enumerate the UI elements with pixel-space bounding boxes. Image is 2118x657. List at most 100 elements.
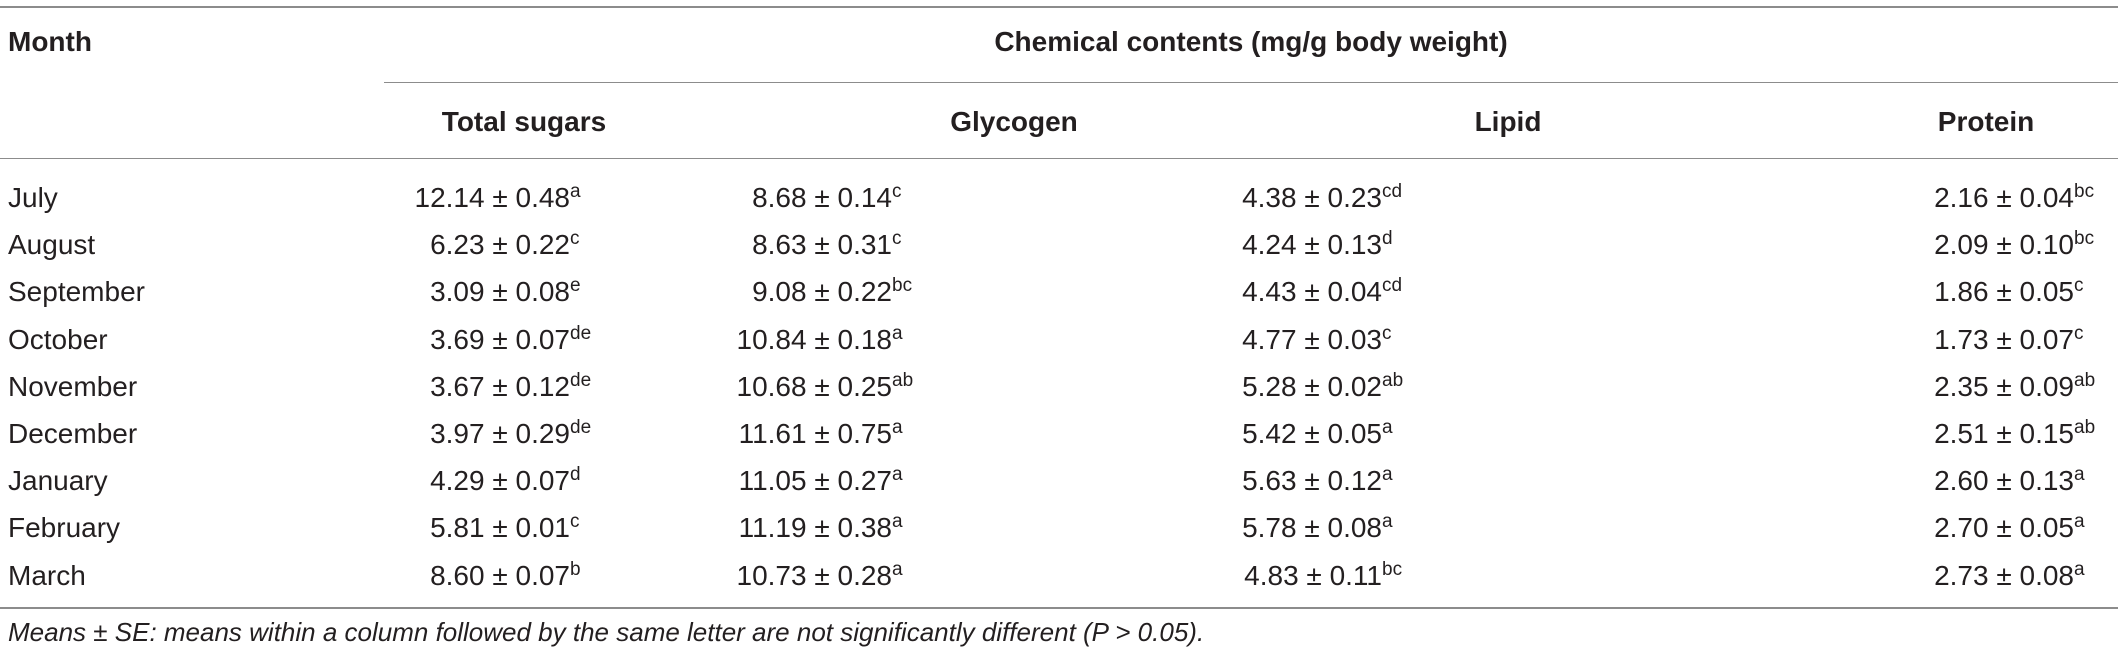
cell-value: 9.08 ± 0.22	[752, 276, 892, 308]
protein-cell: 2.73 ± 0.08a	[1620, 552, 2118, 599]
table-row: January 4.29 ± 0.07d 11.05 ± 0.27a 5.63 ± 0…	[0, 457, 2118, 504]
total-sugars-cell: 4.29 ± 0.07d	[328, 457, 628, 504]
month-cell: July	[8, 182, 58, 214]
cell-value: 2.60 ± 0.13	[1934, 465, 2074, 497]
month-cell: December	[8, 418, 138, 450]
protein-cell: 2.16 ± 0.04bc	[1620, 174, 2118, 221]
lipid-cell: 4.83 ± 0.11bc	[1124, 552, 1620, 599]
month-cell: January	[8, 465, 108, 497]
lipid-cell: 5.78 ± 0.08a	[1124, 504, 1620, 551]
significance-letter: de	[570, 417, 592, 439]
cell-value: 4.83 ± 0.11	[1244, 559, 1382, 591]
cell-value: 10.73 ± 0.28	[736, 559, 893, 591]
significance-letter: c	[1382, 322, 1392, 344]
cell-value: 4.43 ± 0.04	[1242, 276, 1382, 308]
glycogen-cell: 10.84 ± 0.18a	[628, 316, 1124, 363]
significance-letter: ab	[1382, 369, 1404, 391]
table-row: September 3.09 ± 0.08e 9.08 ± 0.22bc 4.43 ±…	[0, 268, 2118, 315]
cell-value: 4.38 ± 0.23	[1242, 182, 1382, 214]
lipid-cell: 4.38 ± 0.23cd	[1124, 174, 1620, 221]
cell-value: 5.42 ± 0.05	[1242, 418, 1382, 450]
protein-cell: 2.70 ± 0.05a	[1620, 504, 2118, 551]
month-cell: October	[8, 323, 108, 355]
significance-letter: bc	[2074, 228, 2095, 250]
significance-letter: a	[2074, 464, 2085, 486]
glycogen-cell: 11.05 ± 0.27a	[628, 457, 1124, 504]
significance-letter: b	[570, 558, 581, 580]
lipid-cell: 4.43 ± 0.04cd	[1124, 268, 1620, 315]
total-sugars-cell: 5.81 ± 0.01c	[328, 504, 628, 551]
significance-letter: c	[2074, 322, 2084, 344]
table-row: February 5.81 ± 0.01c 11.19 ± 0.38a 5.78 ± …	[0, 504, 2118, 551]
cell-value: 2.35 ± 0.09	[1934, 370, 2074, 402]
significance-letter: e	[570, 275, 581, 297]
cell-value: 3.69 ± 0.07	[430, 323, 570, 355]
significance-letter: ab	[2074, 369, 2096, 391]
glycogen-cell: 8.63 ± 0.31c	[628, 221, 1124, 268]
cell-value: 2.70 ± 0.05	[1934, 512, 2074, 544]
cell-value: 2.09 ± 0.10	[1934, 229, 2074, 261]
total-sugars-cell: 8.60 ± 0.07b	[328, 552, 628, 599]
month-cell: February	[8, 512, 121, 544]
column-header-total-sugars: Total sugars	[441, 106, 607, 137]
significance-letter: a	[2074, 511, 2085, 533]
significance-letter: bc	[1382, 558, 1403, 580]
month-cell: August	[8, 229, 96, 261]
table-top-rule	[0, 6, 2118, 8]
header-bottom-rule	[0, 158, 2118, 159]
significance-letter: bc	[892, 275, 913, 297]
significance-letter: ab	[892, 369, 914, 391]
cell-value: 3.09 ± 0.08	[430, 276, 570, 308]
total-sugars-cell: 3.97 ± 0.29de	[328, 410, 628, 457]
total-sugars-cell: 3.09 ± 0.08e	[328, 268, 628, 315]
cell-value: 5.63 ± 0.12	[1242, 465, 1382, 497]
cell-value: 4.24 ± 0.13	[1242, 229, 1382, 261]
lipid-cell: 5.28 ± 0.02ab	[1124, 363, 1620, 410]
significance-letter: d	[1382, 228, 1393, 250]
cell-value: 5.81 ± 0.01	[430, 512, 570, 544]
significance-letter: a	[570, 181, 581, 203]
protein-cell: 1.73 ± 0.07c	[1620, 316, 2118, 363]
lipid-cell: 4.24 ± 0.13d	[1124, 221, 1620, 268]
group-header-rule	[384, 82, 2118, 83]
glycogen-cell: 11.61 ± 0.75a	[628, 410, 1124, 457]
total-sugars-cell: 6.23 ± 0.22c	[328, 221, 628, 268]
significance-letter: c	[892, 228, 902, 250]
cell-value: 1.73 ± 0.07	[1934, 323, 2074, 355]
significance-letter: cd	[1382, 181, 1403, 203]
cell-value: 8.68 ± 0.14	[752, 182, 892, 214]
lipid-cell: 4.77 ± 0.03c	[1124, 316, 1620, 363]
table-bottom-rule	[0, 607, 2118, 609]
chemical-contents-group-header: Chemical contents (mg/g body weight)	[994, 26, 1508, 57]
cell-value: 3.67 ± 0.12	[430, 370, 570, 402]
significance-letter: de	[570, 322, 592, 344]
table-row: December 3.97 ± 0.29de 11.61 ± 0.75a 5.42 ±…	[0, 410, 2118, 457]
protein-cell: 2.51 ± 0.15ab	[1620, 410, 2118, 457]
cell-value: 11.61 ± 0.75	[738, 418, 892, 450]
cell-value: 2.16 ± 0.04	[1934, 182, 2074, 214]
significance-letter: a	[892, 322, 903, 344]
table-row: July 12.14 ± 0.48a 8.68 ± 0.14c 4.38 ± 0.23…	[0, 174, 2118, 221]
data-table-body: July 12.14 ± 0.48a 8.68 ± 0.14c 4.38 ± 0.23…	[0, 174, 2118, 599]
glycogen-cell: 10.68 ± 0.25ab	[628, 363, 1124, 410]
protein-cell: 1.86 ± 0.05c	[1620, 268, 2118, 315]
table-row: October 3.69 ± 0.07de 10.84 ± 0.18a 4.77 ± …	[0, 316, 2118, 363]
cell-value: 8.63 ± 0.31	[752, 229, 892, 261]
total-sugars-cell: 3.67 ± 0.12de	[328, 363, 628, 410]
table-row: March 8.60 ± 0.07b 10.73 ± 0.28a 4.83 ± 0.1…	[0, 552, 2118, 599]
total-sugars-cell: 12.14 ± 0.48a	[328, 174, 628, 221]
significance-letter: cd	[1382, 275, 1403, 297]
protein-cell: 2.60 ± 0.13a	[1620, 457, 2118, 504]
significance-letter: bc	[2074, 181, 2095, 203]
cell-value: 2.51 ± 0.15	[1934, 418, 2074, 450]
glycogen-cell: 10.73 ± 0.28a	[628, 552, 1124, 599]
month-cell: September	[8, 276, 145, 308]
column-header-protein: Protein	[1937, 106, 2035, 137]
cell-value: 4.29 ± 0.07	[430, 465, 570, 497]
cell-value: 4.77 ± 0.03	[1242, 323, 1382, 355]
significance-letter: c	[570, 511, 580, 533]
month-cell: November	[8, 370, 138, 402]
cell-value: 1.86 ± 0.05	[1934, 276, 2074, 308]
glycogen-cell: 9.08 ± 0.22bc	[628, 268, 1124, 315]
table-row: August 6.23 ± 0.22c 8.63 ± 0.31c 4.24 ± 0.1…	[0, 221, 2118, 268]
